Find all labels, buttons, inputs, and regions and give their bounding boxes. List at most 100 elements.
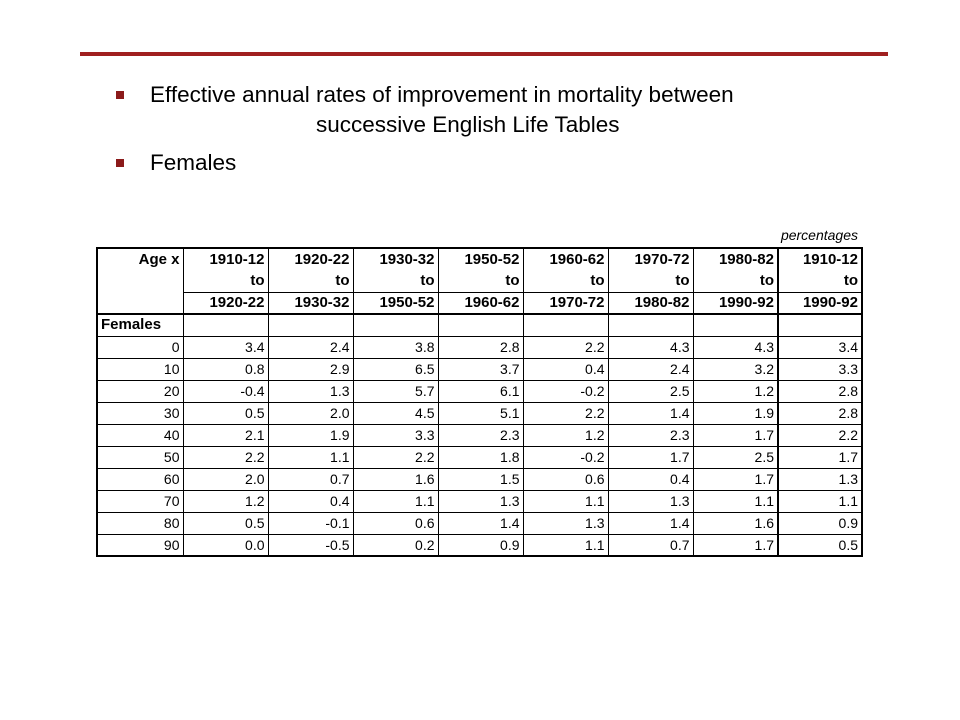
value-cell: 1.9 bbox=[267, 423, 354, 447]
value-cell: 1.1 bbox=[522, 533, 609, 557]
value-cell: 2.4 bbox=[267, 335, 354, 359]
value-cell: 4.3 bbox=[692, 335, 779, 359]
age-cell: 40 bbox=[96, 423, 184, 447]
value-cell: 0.7 bbox=[267, 467, 354, 491]
age-cell: 60 bbox=[96, 467, 184, 491]
value-cell: -0.5 bbox=[267, 533, 354, 557]
value-cell: 2.5 bbox=[692, 445, 779, 469]
value-cell: 1.9 bbox=[692, 401, 779, 425]
value-cell: 3.3 bbox=[352, 423, 439, 447]
bullet-title-line2: successive English Life Tables bbox=[316, 112, 620, 137]
empty-cell bbox=[607, 313, 694, 337]
value-cell: 1.4 bbox=[437, 511, 524, 535]
value-cell: 0.6 bbox=[352, 511, 439, 535]
period-from-header: 1910-12 bbox=[182, 247, 269, 270]
value-cell: 1.4 bbox=[607, 511, 694, 535]
empty-cell bbox=[352, 313, 439, 337]
period-to-header: 1970-72 bbox=[522, 291, 609, 315]
value-cell: 2.0 bbox=[182, 467, 269, 491]
age-cell: 90 bbox=[96, 533, 184, 557]
value-cell: 3.2 bbox=[692, 357, 779, 381]
period-to-word: to bbox=[522, 270, 609, 293]
period-to-header: 1980-82 bbox=[607, 291, 694, 315]
value-cell: 2.3 bbox=[607, 423, 694, 447]
value-cell: 0.5 bbox=[182, 511, 269, 535]
value-cell: 2.8 bbox=[777, 379, 863, 403]
table-row: 0 3.4 2.4 3.8 2.8 2.2 4.3 4.3 3.4 bbox=[96, 335, 863, 359]
value-cell: 0.4 bbox=[267, 489, 354, 513]
value-cell: 0.4 bbox=[522, 357, 609, 381]
period-to-word: to bbox=[607, 270, 694, 293]
value-cell: 0.9 bbox=[777, 511, 863, 535]
age-cell: 10 bbox=[96, 357, 184, 381]
period-from-header: 1930-32 bbox=[352, 247, 439, 270]
value-cell: 1.5 bbox=[437, 467, 524, 491]
age-cell: 0 bbox=[96, 335, 184, 359]
value-cell: 3.4 bbox=[182, 335, 269, 359]
value-cell: 1.3 bbox=[522, 511, 609, 535]
square-bullet-icon bbox=[116, 159, 124, 167]
value-cell: 1.7 bbox=[692, 533, 779, 557]
value-cell: 2.8 bbox=[777, 401, 863, 425]
age-column-header-blank bbox=[96, 270, 184, 292]
bullet-title-line1: Effective annual rates of improvement in… bbox=[150, 82, 734, 107]
value-cell: 0.9 bbox=[437, 533, 524, 557]
value-cell: 6.1 bbox=[437, 379, 524, 403]
value-cell: -0.2 bbox=[522, 445, 609, 469]
age-column-header: Age x bbox=[96, 247, 184, 270]
value-cell: 3.3 bbox=[777, 357, 863, 381]
empty-cell bbox=[437, 313, 524, 337]
value-cell: 1.1 bbox=[692, 489, 779, 513]
value-cell: 1.3 bbox=[777, 467, 863, 491]
period-from-header: 1910-12 bbox=[777, 247, 863, 270]
period-to-word: to bbox=[692, 270, 779, 293]
empty-cell bbox=[267, 313, 354, 337]
value-cell: 1.7 bbox=[777, 445, 863, 469]
table-row: 50 2.2 1.1 2.2 1.8 -0.2 1.7 2.5 1.7 bbox=[96, 445, 863, 469]
units-label: percentages bbox=[780, 227, 858, 243]
value-cell: 1.2 bbox=[182, 489, 269, 513]
table-row: 40 2.1 1.9 3.3 2.3 1.2 2.3 1.7 2.2 bbox=[96, 423, 863, 447]
table-row: 90 0.0 -0.5 0.2 0.9 1.1 0.7 1.7 0.5 bbox=[96, 533, 863, 557]
value-cell: 1.6 bbox=[352, 467, 439, 491]
value-cell: 1.7 bbox=[692, 423, 779, 447]
value-cell: 0.5 bbox=[182, 401, 269, 425]
empty-cell bbox=[692, 313, 779, 337]
table-row: 20 -0.4 1.3 5.7 6.1 -0.2 2.5 1.2 2.8 bbox=[96, 379, 863, 403]
title-divider bbox=[80, 52, 888, 56]
period-to-word: to bbox=[437, 270, 524, 293]
value-cell: 1.2 bbox=[522, 423, 609, 447]
value-cell: 1.1 bbox=[352, 489, 439, 513]
table-row: 80 0.5 -0.1 0.6 1.4 1.3 1.4 1.6 0.9 bbox=[96, 511, 863, 535]
value-cell: 1.3 bbox=[607, 489, 694, 513]
value-cell: 2.5 bbox=[607, 379, 694, 403]
period-to-word: to bbox=[267, 270, 354, 293]
table-row: 70 1.2 0.4 1.1 1.3 1.1 1.3 1.1 1.1 bbox=[96, 489, 863, 513]
value-cell: 4.5 bbox=[352, 401, 439, 425]
value-cell: 1.8 bbox=[437, 445, 524, 469]
value-cell: 5.1 bbox=[437, 401, 524, 425]
period-from-header: 1950-52 bbox=[437, 247, 524, 270]
value-cell: 0.6 bbox=[522, 467, 609, 491]
value-cell: 3.4 bbox=[777, 335, 863, 359]
age-cell: 80 bbox=[96, 511, 184, 535]
period-to-header: 1990-92 bbox=[777, 291, 863, 315]
value-cell: 2.3 bbox=[437, 423, 524, 447]
value-cell: 2.2 bbox=[352, 445, 439, 469]
value-cell: 2.2 bbox=[522, 335, 609, 359]
age-cell: 50 bbox=[96, 445, 184, 469]
age-cell: 70 bbox=[96, 489, 184, 513]
period-to-header: 1950-52 bbox=[352, 291, 439, 315]
value-cell: 1.3 bbox=[267, 379, 354, 403]
value-cell: 0.8 bbox=[182, 357, 269, 381]
value-cell: 1.1 bbox=[522, 489, 609, 513]
period-to-header: 1920-22 bbox=[182, 291, 269, 315]
period-to-word: to bbox=[182, 270, 269, 293]
age-column-header-blank bbox=[96, 292, 184, 315]
value-cell: 0.0 bbox=[182, 533, 269, 557]
period-to-header: 1990-92 bbox=[692, 291, 779, 315]
value-cell: 1.7 bbox=[692, 467, 779, 491]
value-cell: 1.1 bbox=[777, 489, 863, 513]
value-cell: 1.3 bbox=[437, 489, 524, 513]
value-cell: 1.6 bbox=[692, 511, 779, 535]
